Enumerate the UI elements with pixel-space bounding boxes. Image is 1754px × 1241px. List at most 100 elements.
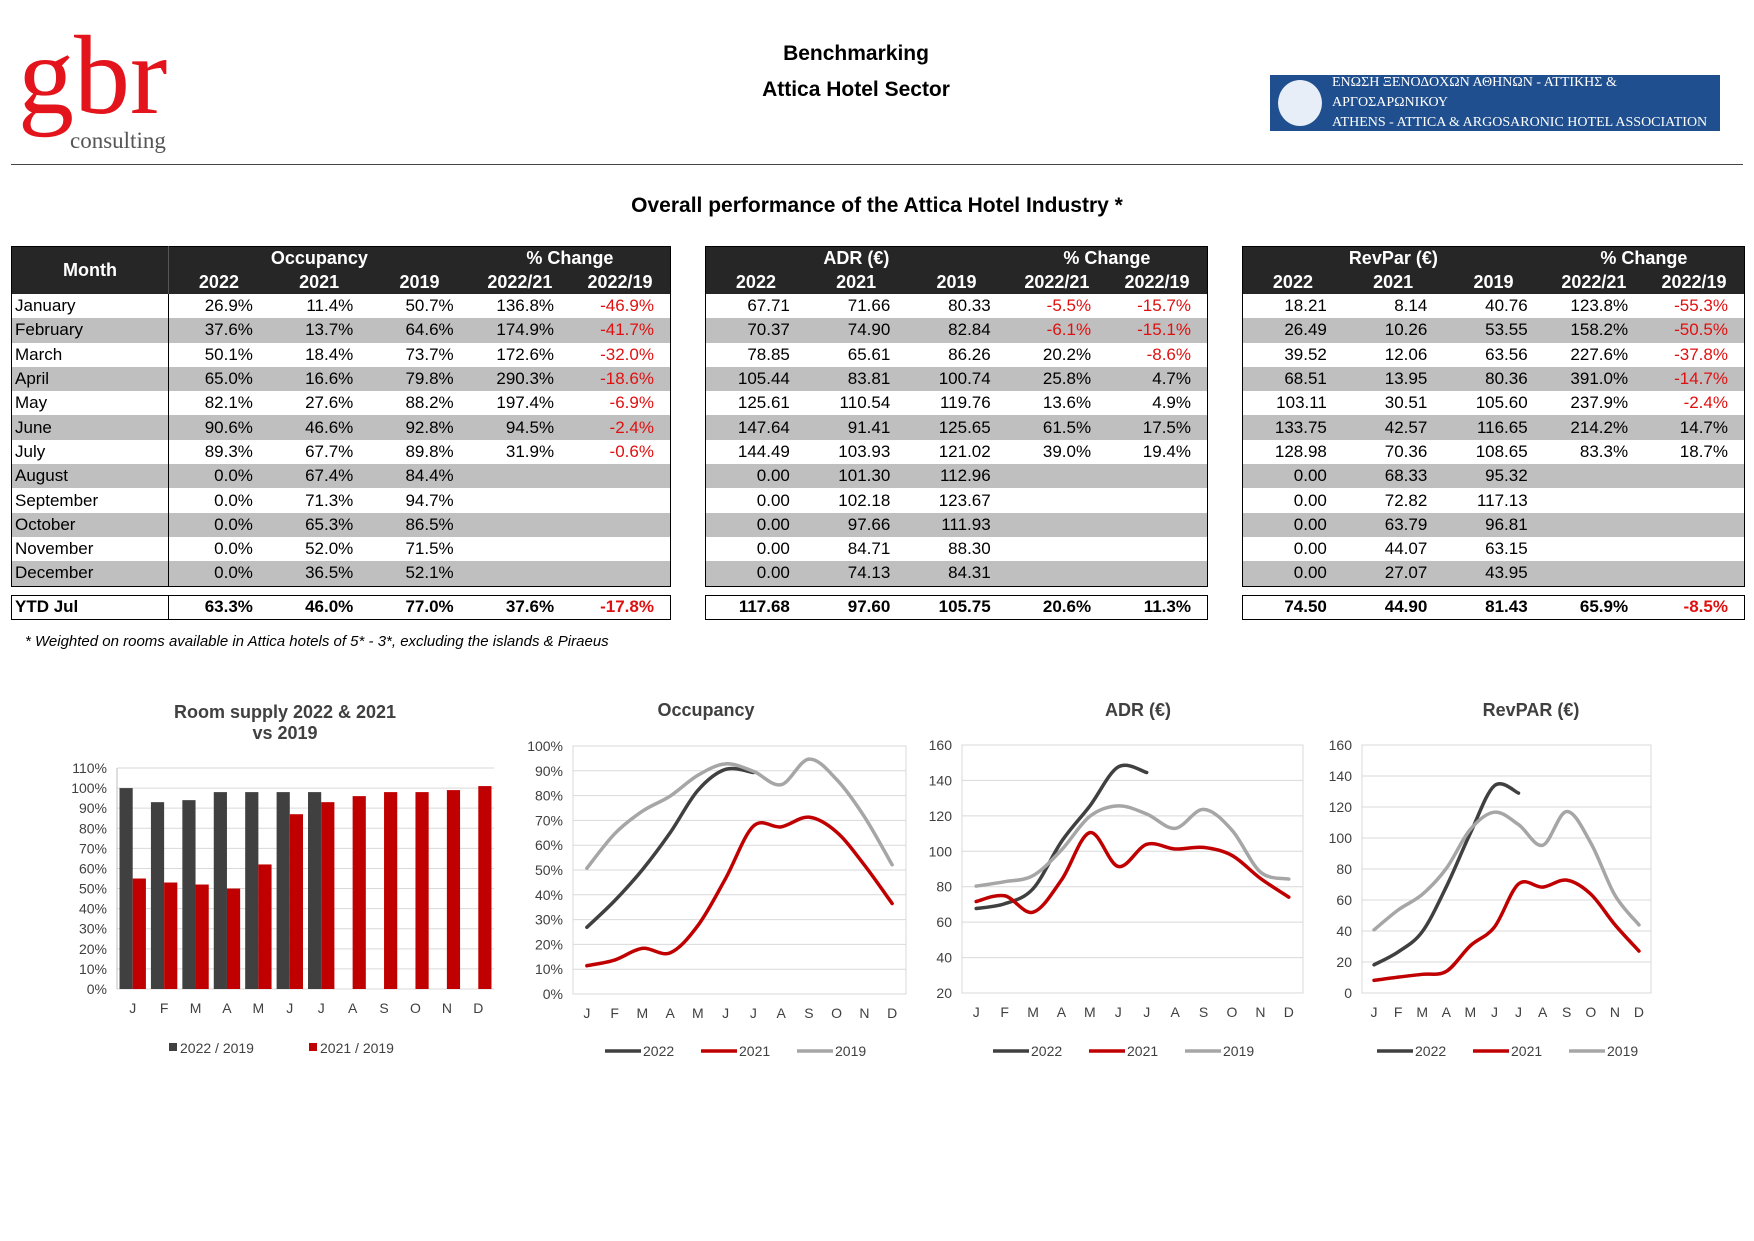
row: 103.11 30.51 105.60 237.9% -2.4%	[1243, 391, 1745, 415]
cell: 67.71	[747, 296, 790, 316]
cell: 86.26	[948, 344, 991, 364]
cell: 74.50	[1242, 594, 1343, 620]
header-row: 2022 2021 2019 2022/21 2022/19	[12, 270, 671, 294]
cell: 61.5%	[1006, 415, 1108, 440]
x-tick-label: M	[1416, 1004, 1428, 1020]
x-tick-label: M	[1027, 1004, 1039, 1020]
month-cell: August	[11, 464, 169, 489]
cell: 80.36	[1443, 366, 1544, 392]
cell: 63.56	[1485, 344, 1528, 364]
x-tick-label: O	[1227, 1004, 1238, 1020]
cell: 83.3%	[1579, 441, 1629, 461]
cell: 133.75	[1242, 415, 1343, 440]
header-cell: ADR (€)	[705, 246, 1007, 271]
bar	[195, 884, 209, 989]
cell: 125.65	[906, 415, 1007, 440]
cell: 197.4%	[496, 393, 555, 413]
row: 0.00 44.07 63.15	[1243, 537, 1745, 561]
y-tick-label: 20	[1336, 954, 1352, 970]
blank-cell	[570, 464, 671, 489]
x-tick-label: N	[442, 1000, 452, 1016]
row: 0.00 63.79 96.81	[1242, 512, 1745, 537]
title: Benchmarking	[783, 42, 929, 65]
row: 70.37 74.90 82.84 -6.1% -15.1%	[705, 318, 1208, 343]
bar	[119, 788, 133, 989]
row: December 0.0% 36.5% 52.1%	[11, 561, 671, 587]
bar	[415, 792, 429, 989]
cell: -50.5%	[1644, 318, 1745, 343]
cell: 123.8%	[1570, 296, 1629, 316]
cell: 82.1%	[204, 393, 253, 413]
legend-label: 2021	[739, 1043, 770, 1059]
y-tick-label: 100%	[527, 738, 563, 754]
x-tick-label: A	[1057, 1004, 1067, 1020]
chart-title: RevPAR (€)	[1483, 700, 1580, 720]
row: November 0.0% 52.0% 71.5%	[11, 536, 671, 562]
blank-cell	[570, 512, 671, 537]
month-cell: January	[11, 294, 169, 319]
y-tick-label: 0%	[543, 986, 563, 1002]
header-cell: 2021	[805, 270, 907, 294]
cell: 10.26	[1342, 318, 1444, 343]
cell: 391.0%	[1543, 366, 1645, 392]
cell: 119.76	[939, 393, 991, 413]
header-cell: 2022/21	[1006, 270, 1108, 294]
bar	[245, 792, 259, 989]
cell: 4.9%	[1152, 393, 1191, 413]
y-tick-label: 100%	[71, 780, 107, 796]
month-cell: February	[11, 318, 169, 343]
legend-label: 2021	[1511, 1043, 1542, 1059]
cell: 144.49	[737, 441, 790, 461]
cell: 101.30	[805, 464, 907, 489]
bar	[226, 888, 241, 989]
row: 0.00 84.71 88.30	[706, 537, 1208, 561]
cell: 80.33	[948, 296, 991, 316]
x-tick-label: J	[318, 1000, 325, 1016]
header-cell: 2022	[168, 270, 269, 294]
cell: 42.57	[1342, 415, 1444, 440]
blank-cell	[1644, 512, 1745, 537]
header-cell: Month	[11, 246, 169, 294]
cell: 128.98	[1274, 441, 1327, 461]
cell: 90.6%	[168, 415, 269, 440]
cell: 82.84	[906, 318, 1007, 343]
cell: -37.8%	[1674, 344, 1728, 364]
cell: 27.6%	[305, 393, 354, 413]
row: 0.00 74.13 84.31	[705, 561, 1208, 587]
cell: 73.7%	[405, 344, 454, 364]
x-tick-label: N	[1255, 1004, 1265, 1020]
blank-cell	[1644, 464, 1745, 489]
cell: 92.8%	[369, 415, 470, 440]
y-tick-label: 20	[936, 985, 952, 1001]
cell: -6.1%	[1006, 318, 1108, 343]
cell: 89.3%	[204, 441, 253, 461]
y-tick-label: 0	[1344, 985, 1352, 1001]
x-tick-label: A	[1442, 1004, 1452, 1020]
bar	[258, 864, 272, 989]
cell: -0.6%	[609, 441, 654, 461]
blank-cell	[469, 561, 571, 587]
chart-title: Room supply 2022 & 2021 vs 2019	[174, 702, 396, 743]
cell: 65.3%	[268, 512, 370, 537]
row: September 0.0% 71.3% 94.7%	[11, 488, 671, 513]
cell: -17.8%	[570, 594, 671, 620]
x-tick-label: F	[1000, 1004, 1009, 1020]
x-tick-label: J	[1515, 1004, 1522, 1020]
blank-cell	[1543, 561, 1645, 587]
blank-cell	[469, 464, 571, 489]
cell: 63.79	[1342, 512, 1444, 537]
cell: 125.61	[737, 393, 790, 413]
cell: -15.1%	[1107, 318, 1208, 343]
x-tick-label: J	[129, 1000, 136, 1016]
cell: 19.4%	[1142, 441, 1191, 461]
row: 18.21 8.14 40.76 123.8% -55.3%	[1243, 294, 1745, 318]
month-cell: June	[11, 415, 169, 440]
y-tick-label: 40%	[79, 901, 107, 917]
cell: 214.2%	[1543, 415, 1645, 440]
cell: 36.5%	[268, 561, 370, 587]
cell: 84.31	[906, 561, 1007, 587]
x-tick-label: M	[253, 1000, 265, 1016]
x-tick-label: O	[410, 1000, 421, 1016]
header-cell: Occupancy	[168, 246, 470, 271]
cell: 96.81	[1443, 512, 1544, 537]
